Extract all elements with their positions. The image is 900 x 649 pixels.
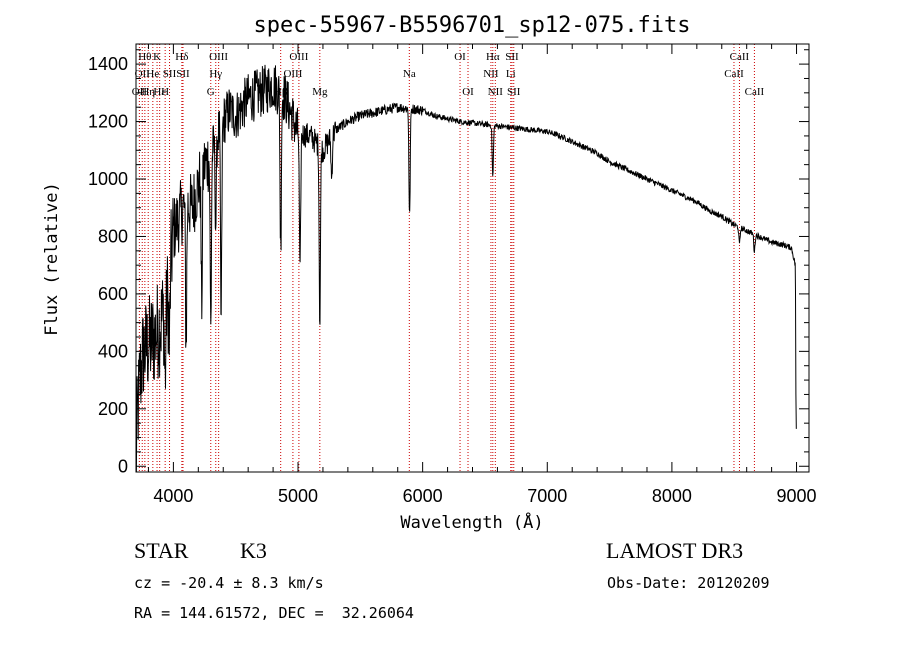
- spectral-line-label: He: [146, 68, 159, 80]
- spectral-line-label: Hε: [153, 86, 166, 98]
- spectral-line-label: SII: [507, 86, 521, 98]
- x-tick-label: 7000: [527, 486, 567, 506]
- spectral-line-label: NII: [488, 86, 504, 98]
- spectral-line-label: OIII: [209, 51, 228, 63]
- y-tick-label: 1400: [88, 54, 128, 74]
- redshift-velocity: cz = -20.4 ± 8.3 km/s: [134, 574, 324, 592]
- x-tick-label: 5000: [278, 486, 318, 506]
- spectral-line-label: CaII: [730, 51, 750, 63]
- observation-date: Obs-Date: 20120209: [607, 574, 770, 592]
- y-tick-label: 1200: [88, 112, 128, 132]
- sky-coordinates: RA = 144.61572, DEC = 32.26064: [134, 604, 414, 622]
- spectral-line-label: K: [153, 51, 161, 63]
- spectral-line-label: OI: [462, 86, 474, 98]
- spectral-line-label: Mg: [312, 86, 328, 98]
- spectral-line-labels: OII OII Hθ Hη He K HεH SII Hδ SII G Hγ OIII Hβ OIII OII…: [132, 51, 765, 98]
- flux-series-line: [135, 64, 797, 473]
- spectral-line-label: Na: [403, 68, 416, 80]
- x-tick-label: 9000: [777, 486, 817, 506]
- object-subclass: K3: [240, 538, 267, 563]
- spectral-line-label: Hα: [486, 51, 500, 63]
- spectral-line-label: SII: [505, 51, 519, 63]
- y-tick-label: 600: [98, 284, 128, 304]
- y-axis-ticks: 0 200 400 600 800 1000 1200 1400: [88, 49, 809, 476]
- x-tick-label: 4000: [153, 486, 193, 506]
- spectral-line-label: OII: [135, 68, 151, 80]
- spectral-line-label: SII: [176, 68, 190, 80]
- spectral-line-label: Li: [506, 68, 516, 80]
- spectral-line-label: H: [161, 86, 169, 98]
- spectral-line-label: Hβ: [274, 86, 288, 98]
- spectral-line-label: Hθ: [138, 51, 151, 63]
- spectral-line-label: SII: [163, 68, 177, 80]
- y-tick-label: 800: [98, 226, 128, 246]
- y-tick-label: 400: [98, 341, 128, 361]
- spectral-line-label: Hγ: [209, 68, 222, 80]
- spectral-line-label: CaII: [724, 68, 744, 80]
- y-axis-label: Flux (relative): [42, 182, 62, 336]
- spectral-line-label: G: [207, 86, 215, 98]
- y-tick-label: 0: [118, 456, 128, 476]
- spectral-line-label: OIII: [289, 51, 308, 63]
- spectral-line-label: NII: [483, 68, 499, 80]
- y-tick-label: 200: [98, 399, 128, 419]
- spectral-line-label: OII: [132, 86, 148, 98]
- object-class: STAR: [134, 538, 189, 563]
- spectral-line-label: CaII: [745, 86, 765, 98]
- spectral-line-label: OIII: [283, 68, 302, 80]
- spectral-line-markers: [138, 44, 755, 472]
- x-tick-label: 8000: [652, 486, 692, 506]
- spectral-line-label: OI: [454, 51, 466, 63]
- spectral-line-label: Hη: [141, 86, 155, 98]
- x-axis-ticks: 4000 5000 6000 7000 8000 9000: [147, 44, 817, 506]
- chart-title: spec-55967-B5596701_sp12-075.fits: [253, 13, 690, 38]
- survey-name: LAMOST DR3: [606, 538, 744, 563]
- x-tick-label: 6000: [403, 486, 443, 506]
- x-axis-label: Wavelength (Å): [400, 511, 543, 533]
- spectral-line-label: Hδ: [175, 51, 188, 63]
- y-tick-label: 1000: [88, 169, 128, 189]
